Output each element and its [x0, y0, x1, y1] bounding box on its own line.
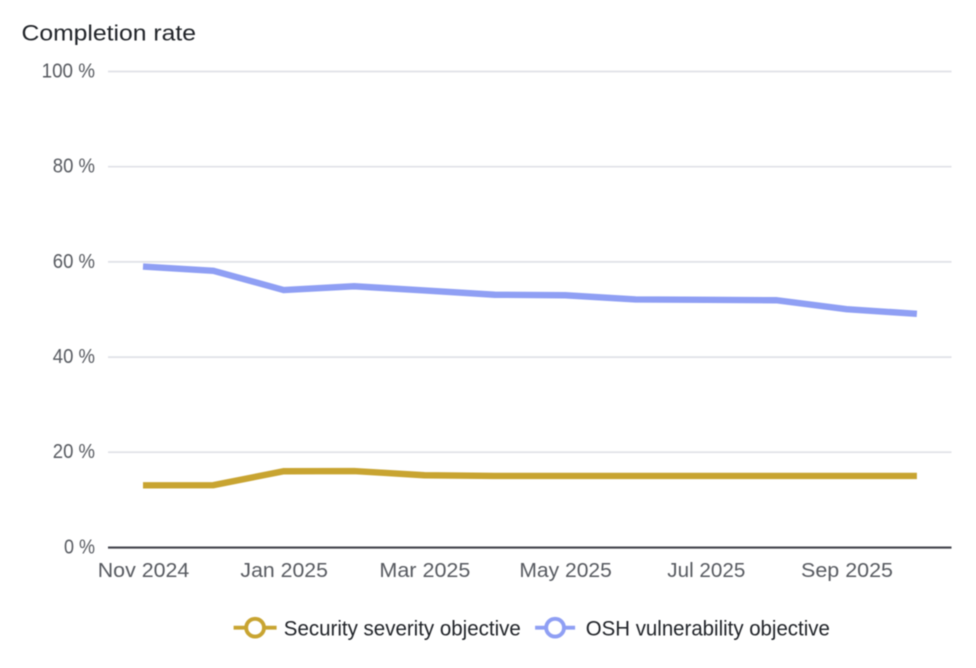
svg-text:Completion rate: Completion rate	[22, 21, 196, 46]
svg-text:Jul 2025: Jul 2025	[667, 560, 745, 582]
svg-text:OSH vulnerability objective: OSH vulnerability objective	[586, 617, 830, 641]
svg-text:Security severity objective: Security severity objective	[284, 617, 521, 641]
svg-text:Jan 2025: Jan 2025	[240, 560, 328, 582]
svg-text:Mar 2025: Mar 2025	[379, 560, 470, 582]
svg-text:60 %: 60 %	[53, 251, 95, 273]
svg-text:40 %: 40 %	[53, 346, 95, 368]
svg-text:20 %: 20 %	[53, 441, 95, 463]
svg-text:Sep 2025: Sep 2025	[801, 560, 893, 582]
svg-text:0 %: 0 %	[64, 536, 95, 558]
svg-text:100 %: 100 %	[42, 61, 96, 83]
svg-text:80 %: 80 %	[53, 156, 95, 178]
svg-text:May 2025: May 2025	[519, 560, 612, 582]
svg-text:Nov 2024: Nov 2024	[98, 560, 190, 582]
